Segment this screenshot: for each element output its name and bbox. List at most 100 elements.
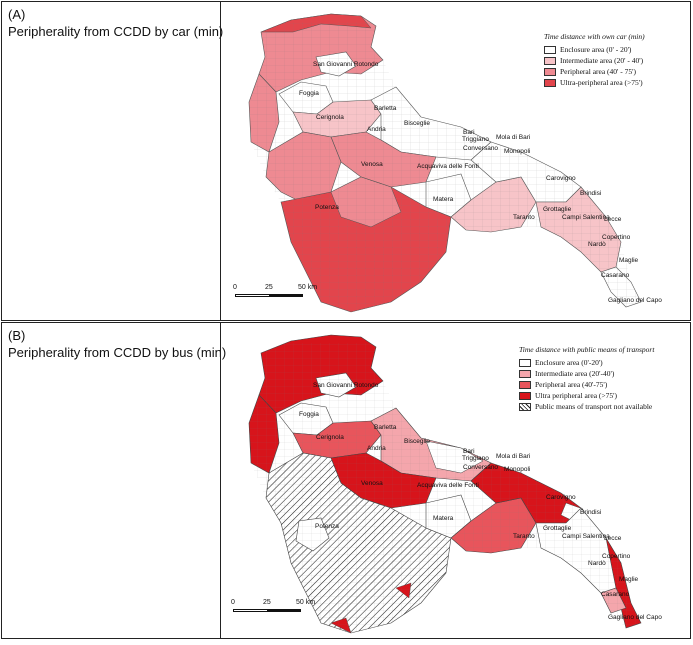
legend-label: Intermediate area (20' - 40') xyxy=(560,56,644,65)
place-label: Copertino xyxy=(602,234,631,241)
legend-label: Public means of transport not available xyxy=(535,402,653,411)
place-label: Gagliano del Capo xyxy=(608,614,662,621)
legend-label: Ultra peripheral area (>75') xyxy=(535,391,617,400)
place-label: Brindisi xyxy=(580,190,602,197)
place-label: Conversano xyxy=(463,464,499,471)
place-label: Conversano xyxy=(463,145,499,152)
legend-swatch-hatch xyxy=(519,402,531,411)
legend-swatch xyxy=(519,369,531,378)
panel-bus: (B) Peripherality from CCDD by bus (min) xyxy=(1,322,691,639)
scale-label: 0 xyxy=(231,599,235,606)
place-label: Venosa xyxy=(361,161,383,168)
legend-label: Enclosure area (0'-20') xyxy=(535,358,603,367)
panel-divider xyxy=(220,323,221,638)
place-label: Maglie xyxy=(619,576,639,583)
place-label: Andria xyxy=(367,445,386,452)
legend-item: Enclosure area (0' - 20') xyxy=(544,44,645,55)
place-label: Grottaglie xyxy=(543,525,572,532)
place-label: Nardò xyxy=(588,560,606,567)
place-label: Grottaglie xyxy=(543,206,572,213)
place-label: Barletta xyxy=(374,424,397,431)
legend-item: Public means of transport not available xyxy=(519,401,654,412)
place-label: Lecce xyxy=(604,535,622,542)
map-bus: San Giovanni Rotondo Foggia Cerignola Ba… xyxy=(221,323,690,638)
place-label: Campi Salentina xyxy=(562,533,610,540)
panel-divider xyxy=(220,2,221,320)
scale-label: 25 xyxy=(265,284,273,291)
legend-item: Intermediate area (20'-40') xyxy=(519,368,654,379)
place-label: Taranto xyxy=(513,533,535,540)
place-label: Foggia xyxy=(299,90,319,97)
legend-label: Enclosure area (0' - 20') xyxy=(560,45,632,54)
legend-swatch xyxy=(519,391,531,400)
map-car: San Giovanni Rotondo Foggia Cerignola Ba… xyxy=(221,2,690,320)
place-label: Mola di Bari xyxy=(496,453,531,460)
place-label: Monopoli xyxy=(504,466,531,473)
place-label: San Giovanni Rotondo xyxy=(313,382,379,389)
legend-label: Ultra-peripheral area (>75') xyxy=(560,78,643,87)
place-label: Copertino xyxy=(602,553,631,560)
legend-swatch xyxy=(519,380,531,389)
place-label: Andria xyxy=(367,126,386,133)
place-label: Maglie xyxy=(619,257,639,264)
scale-label: 25 xyxy=(263,599,271,606)
place-label: Barletta xyxy=(374,105,397,112)
scale-segment xyxy=(267,609,301,612)
place-label: Monopoli xyxy=(504,148,531,155)
panel-title: Peripherality from CCDD by bus (min) xyxy=(8,345,227,360)
legend-title: Time distance with public means of trans… xyxy=(519,345,655,354)
place-label: Brindisi xyxy=(580,509,602,516)
legend-swatch xyxy=(544,45,556,54)
region-map-car xyxy=(248,13,642,313)
legend-label: Peripheral area (40' - 75') xyxy=(560,67,636,76)
place-label: San Giovanni Rotondo xyxy=(313,61,379,68)
place-label: Gagliano del Capo xyxy=(608,297,662,304)
scale-label: 50 km xyxy=(298,284,318,291)
legend-swatch xyxy=(519,358,531,367)
place-label: Matera xyxy=(433,196,454,203)
place-label: Cerignola xyxy=(316,114,344,121)
legend-item: Intermediate area (20' - 40') xyxy=(544,55,645,66)
legend-item: Ultra peripheral area (>75') xyxy=(519,390,654,401)
place-label: Foggia xyxy=(299,411,319,418)
legend-swatch xyxy=(544,67,556,76)
place-label: Nardò xyxy=(588,241,606,248)
scale-segment xyxy=(269,294,303,297)
place-label: Bari xyxy=(463,129,475,136)
legend-swatch xyxy=(544,78,556,87)
panel-label: (B) xyxy=(8,328,26,343)
place-label: Carovigno xyxy=(546,494,576,501)
legend-title: Time distance with own car (min) xyxy=(544,32,645,41)
panel-label: (A) xyxy=(8,7,26,22)
region-map-bus xyxy=(248,334,642,634)
place-label: Casarano xyxy=(601,272,630,279)
panel-car: (A) Peripherality from CCDD by car (min) xyxy=(1,1,691,321)
place-label: Triggiano xyxy=(462,455,489,462)
place-label: Matera xyxy=(433,515,454,522)
scale-label: 0 xyxy=(233,284,237,291)
place-label: Casarano xyxy=(601,591,630,598)
panel-title: Peripherality from CCDD by car (min) xyxy=(8,24,224,39)
legend-item: Peripheral area (40'-75') xyxy=(519,379,654,390)
legend-label: Peripheral area (40'-75') xyxy=(535,380,608,389)
place-label: Mola di Bari xyxy=(496,134,531,141)
place-label: Cerignola xyxy=(316,434,344,441)
legend-item: Ultra-peripheral area (>75') xyxy=(544,77,645,88)
place-label: Carovigno xyxy=(546,175,576,182)
place-label: Venosa xyxy=(361,480,383,487)
place-label: Potenza xyxy=(315,204,339,211)
scale-label: 50 km xyxy=(296,599,316,606)
legend-item: Peripheral area (40' - 75') xyxy=(544,66,645,77)
legend-swatch xyxy=(544,56,556,65)
place-label: Acquaviva delle Fonti xyxy=(417,163,479,170)
place-label: Bari xyxy=(463,448,475,455)
place-label: Triggiano xyxy=(462,136,489,143)
place-label: Campi Salentina xyxy=(562,214,610,221)
place-label: Bisceglie xyxy=(404,120,431,127)
legend-item: Enclosure area (0'-20') xyxy=(519,357,654,368)
place-label: Potenza xyxy=(315,523,339,530)
place-label: Lecce xyxy=(604,216,622,223)
map-legend: Time distance with own car (min) Enclosu… xyxy=(544,32,645,88)
map-legend: Time distance with public means of trans… xyxy=(519,345,654,412)
place-label: Acquaviva delle Fonti xyxy=(417,482,479,489)
